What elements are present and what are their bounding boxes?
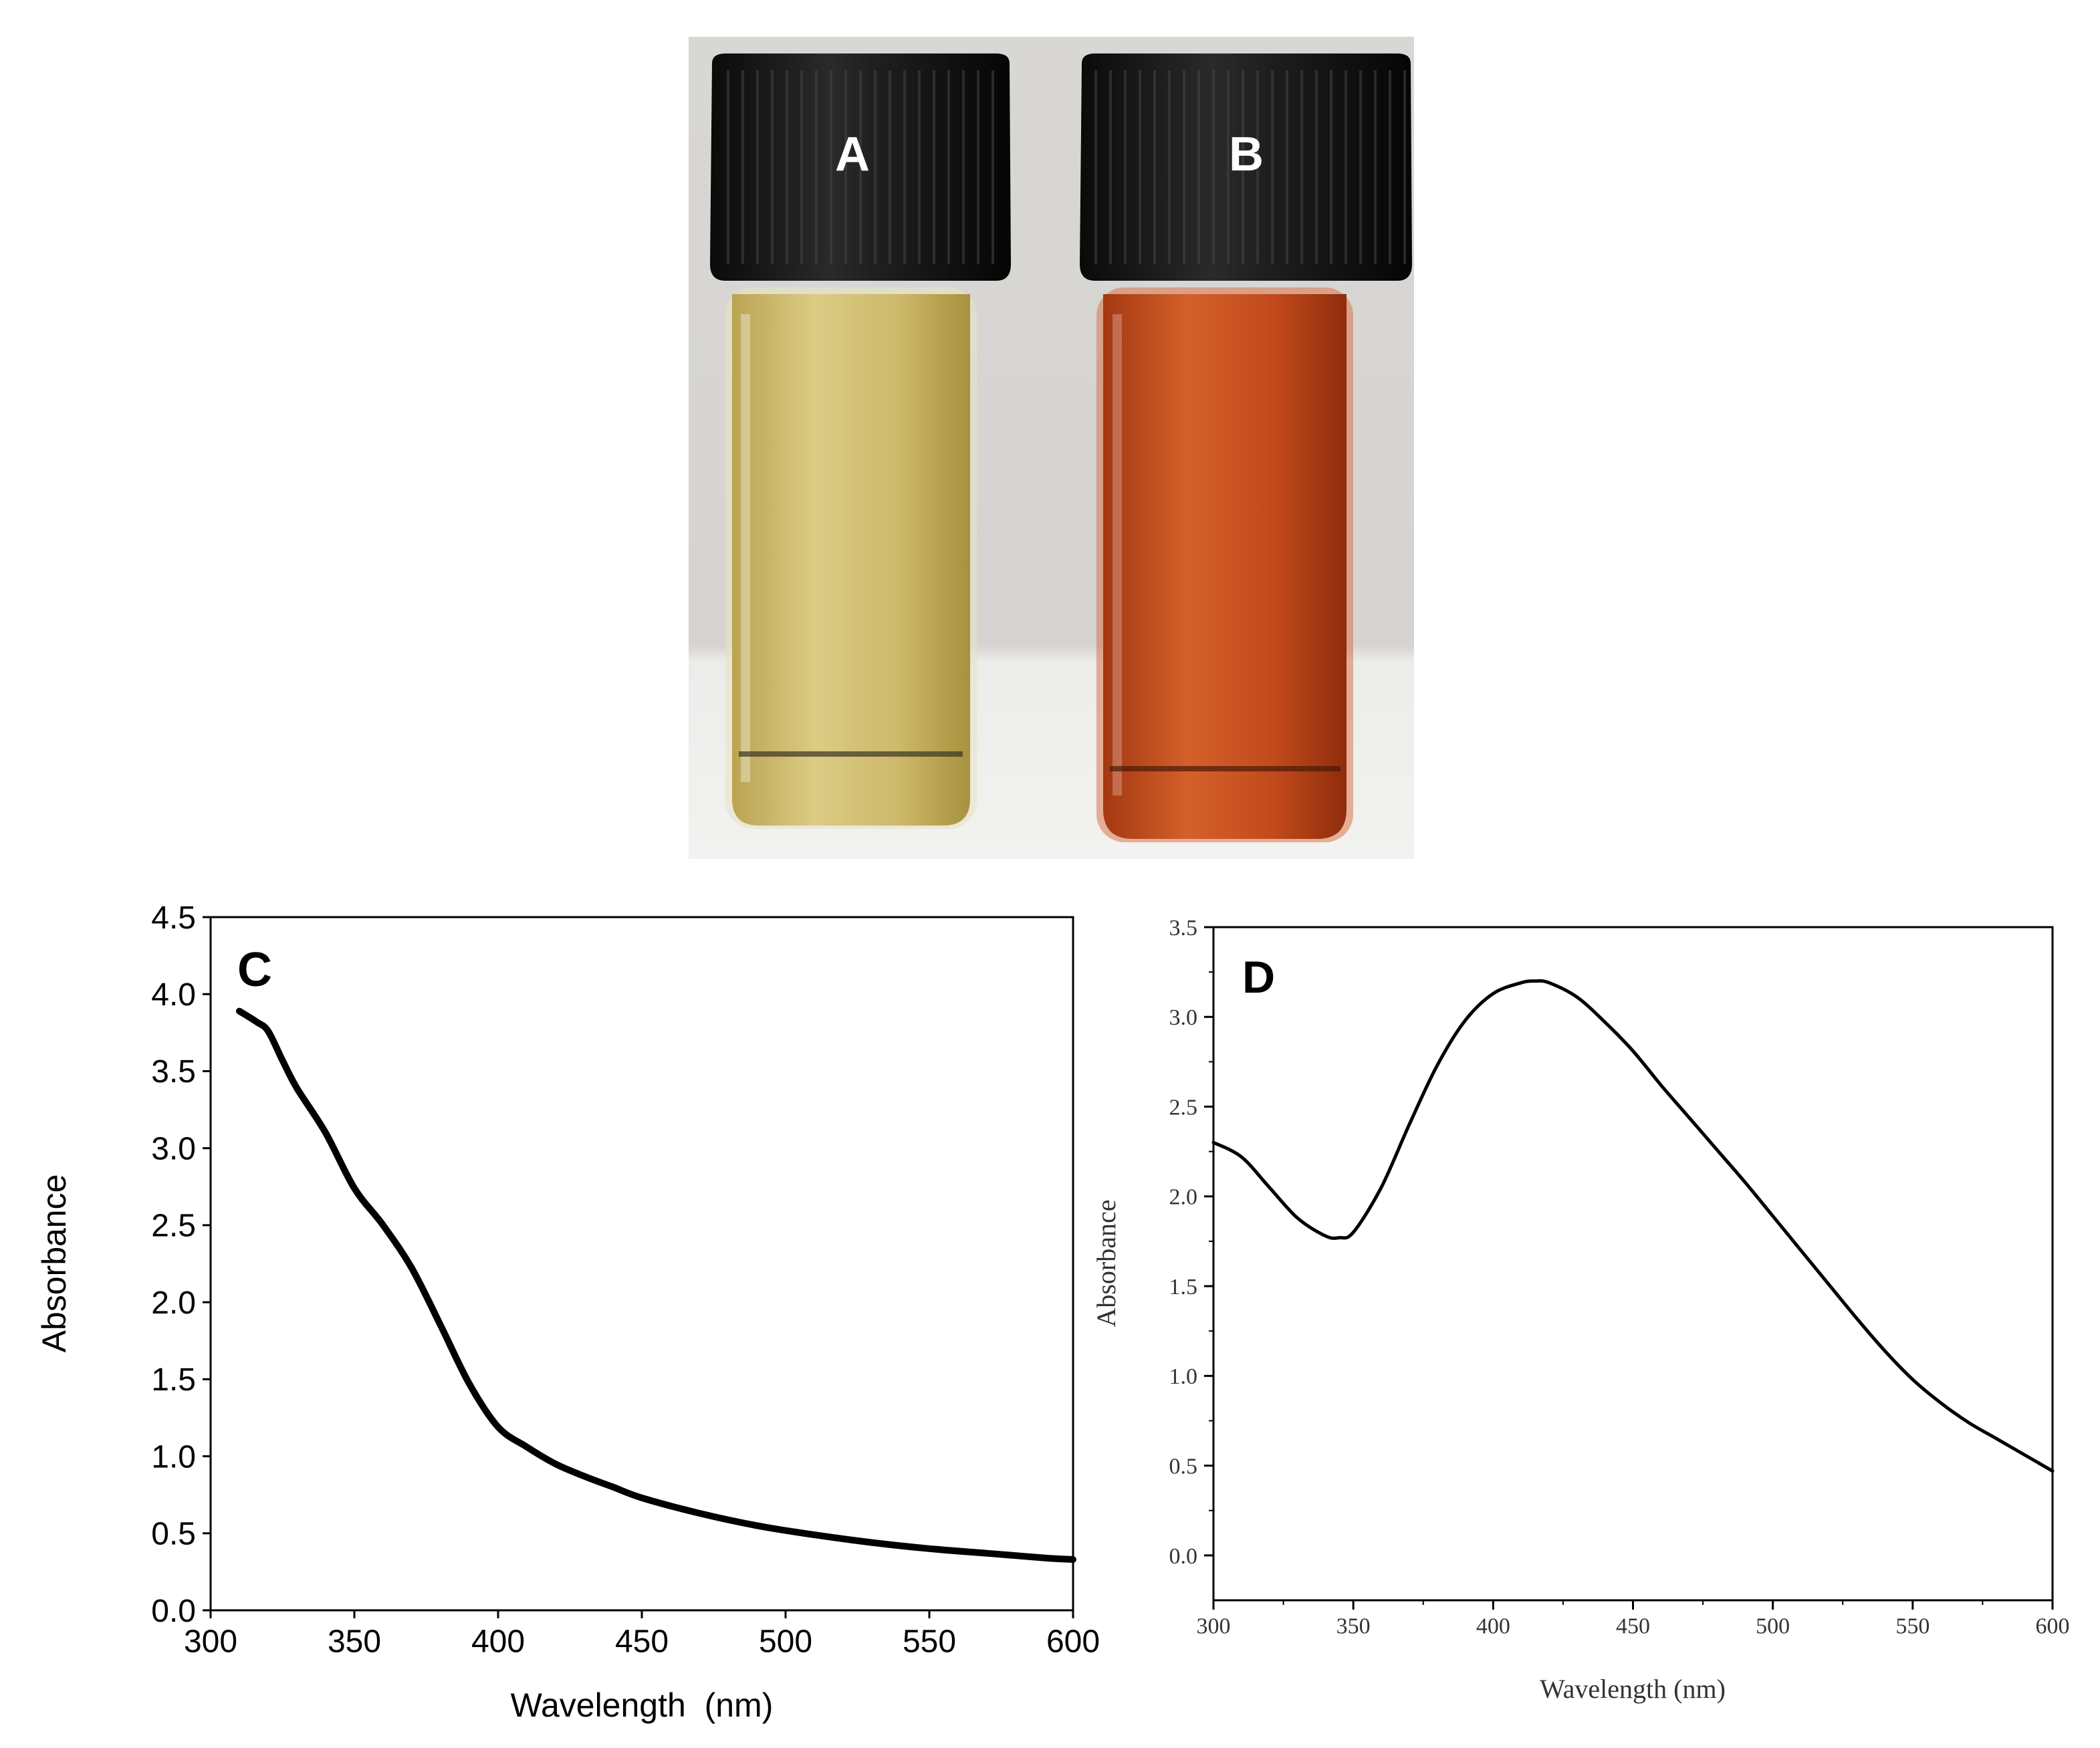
chartD-x-tick-label: 550 xyxy=(1895,1614,1930,1639)
chart-c-panel-label: C xyxy=(237,943,272,997)
vial-a-cap-ridges xyxy=(715,70,1006,264)
chartC-x-tick-label: 400 xyxy=(471,1624,525,1659)
vial-a-label: A xyxy=(835,128,870,181)
chart-c-frame xyxy=(209,916,1074,1612)
chartD-y-tick-label: 2.0 xyxy=(1169,1185,1198,1210)
vial-b-cap-ridges xyxy=(1085,70,1407,264)
chart-c-x-axis: 300 350 400 450 500 550 600 xyxy=(184,1610,1100,1659)
chart-d-x-label: Wavelength (nm) xyxy=(1540,1674,1726,1704)
chart-c-y-axis: 0.0 0.5 1.0 1.5 2.0 2.5 3.0 3.5 4.0 4.5 xyxy=(151,900,211,1629)
chartC-x-tick-label: 350 xyxy=(328,1624,381,1659)
chartD-x-tick-label: 450 xyxy=(1616,1614,1650,1639)
chartD-y-tick-label: 0.0 xyxy=(1169,1544,1198,1569)
chartC-y-tick-label: 3.0 xyxy=(151,1131,196,1166)
vial-b: B xyxy=(1080,53,1412,842)
chart-d-x-axis: 300 350 400 450 500 550 600 xyxy=(1197,1600,2070,1639)
chart-d-series-line xyxy=(1211,979,2055,1473)
chartD-y-tick-label: 3.5 xyxy=(1169,916,1198,941)
chart-c: C 0.0 0.5 1.0 1.5 2.0 2.5 3.0 3.5 4.0 4.5 300 350 4… xyxy=(35,900,1100,1724)
vials-photo: A B xyxy=(689,37,1414,859)
vial-b-label: B xyxy=(1229,128,1264,181)
chartD-y-tick-label: 0.5 xyxy=(1169,1455,1198,1479)
chart-d-y-axis: 0.0 0.5 1.0 1.5 2.0 2.5 3.0 3.5 xyxy=(1169,916,1213,1569)
chartC-y-tick-label: 1.0 xyxy=(151,1439,196,1475)
chartD-x-tick-label: 600 xyxy=(2036,1614,2070,1639)
vial-a: A xyxy=(710,53,1011,829)
chartD-y-tick-label: 3.0 xyxy=(1169,1005,1198,1030)
chartD-y-tick-label: 1.5 xyxy=(1169,1275,1198,1299)
chartC-x-tick-label: 300 xyxy=(184,1624,237,1659)
chartC-y-tick-label: 4.0 xyxy=(151,977,196,1013)
vial-b-reflection xyxy=(1113,314,1122,795)
chart-d-frame xyxy=(1212,926,2054,1602)
chartC-x-tick-label: 500 xyxy=(759,1624,812,1659)
chartC-y-tick-label: 2.0 xyxy=(151,1285,196,1321)
chartC-y-tick-label: 4.5 xyxy=(151,900,196,936)
chart-d: D 0.0 0.5 1.0 1.5 2.0 2.5 3.0 3.5 300 350 400 450 5… xyxy=(1091,916,2070,1704)
chartD-x-tick-label: 500 xyxy=(1756,1614,1790,1639)
chartC-x-tick-label: 450 xyxy=(615,1624,669,1659)
chartC-x-tick-label: 600 xyxy=(1046,1624,1100,1659)
chartD-x-tick-label: 300 xyxy=(1197,1614,1231,1639)
chartC-y-tick-label: 0.0 xyxy=(151,1594,196,1629)
chartD-x-tick-label: 350 xyxy=(1336,1614,1371,1639)
chart-c-x-label: Wavelength (nm) xyxy=(511,1687,774,1724)
vial-a-reflection xyxy=(741,314,750,782)
chart-d-y-label: Absorbance xyxy=(1091,1199,1121,1327)
chartC-y-tick-label: 2.5 xyxy=(151,1209,196,1244)
chartD-y-tick-label: 1.0 xyxy=(1169,1364,1198,1389)
chart-c-y-label: Absorbance xyxy=(35,1174,73,1353)
vial-a-solution xyxy=(732,294,970,826)
chartD-y-tick-label: 2.5 xyxy=(1169,1095,1198,1120)
chart-d-panel-label: D xyxy=(1242,952,1275,1003)
chartC-x-tick-label: 550 xyxy=(903,1624,956,1659)
chartC-y-tick-label: 0.5 xyxy=(151,1517,196,1552)
chartD-x-tick-label: 400 xyxy=(1476,1614,1510,1639)
chartC-y-tick-label: 1.5 xyxy=(151,1362,196,1398)
chart-c-series-line xyxy=(236,1007,1076,1563)
chartC-y-tick-label: 3.5 xyxy=(151,1054,196,1090)
vial-b-solution xyxy=(1103,294,1347,839)
